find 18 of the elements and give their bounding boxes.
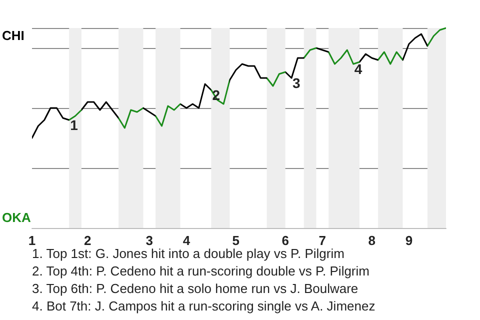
text: 3. Top 6th: P. Cedeno hit a solo home run vs J. Boulware (32, 281, 358, 296)
x-tick-label: 8 (368, 233, 376, 248)
annotation: 4 (354, 61, 362, 77)
x-tick-label: 3 (146, 233, 154, 248)
x-tick-label: 9 (405, 233, 413, 248)
x-tick-label: 6 (282, 233, 289, 248)
text: CHI (2, 28, 24, 43)
text: 1. Top 1st: G. Jones hit into a double play vs P. Pilgrim (32, 246, 344, 261)
annotation: 3 (292, 75, 301, 91)
x-tick-label: 1 (28, 233, 36, 248)
x-tick-label: 5 (232, 233, 240, 248)
annotation: 1 (70, 117, 78, 133)
text: 2. Top 4th: P. Cedeno hit a run-scoring double vs P. Pilgrim (32, 264, 370, 278)
x-tick-label: 7 (318, 233, 326, 248)
text: OKA (2, 210, 32, 225)
x-tick-label: 4 (182, 233, 191, 248)
text: 4. Bot 7th: J. Campos hit a run-scoring single vs A. Jimenez (32, 298, 376, 314)
x-tick-label: 2 (84, 233, 92, 248)
